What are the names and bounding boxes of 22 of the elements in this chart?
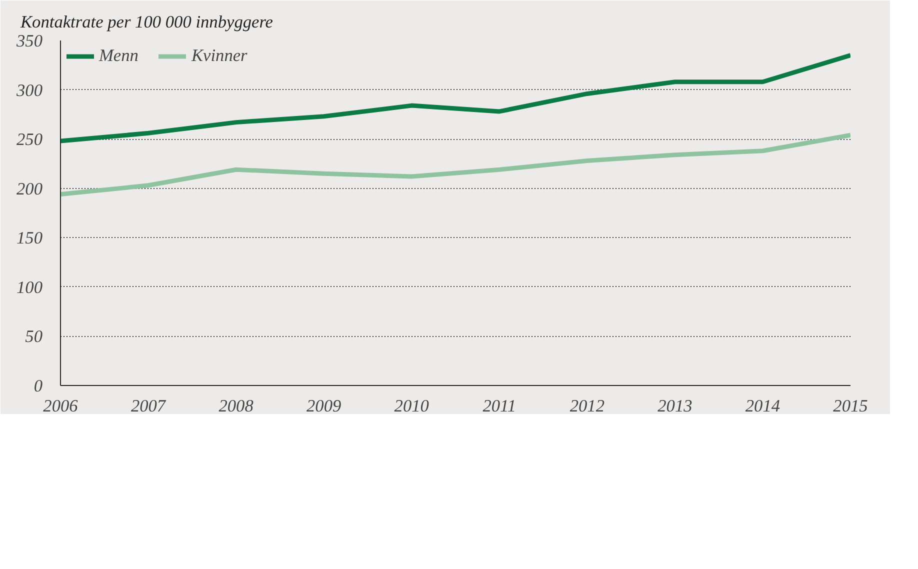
y-tick-label: 300 [16,80,43,100]
y-tick-label: 50 [25,327,43,346]
x-tick-label: 2014 [745,396,780,416]
x-tick-label: 2011 [482,396,516,416]
x-tick-label: 2010 [394,396,430,416]
y-tick-label: 100 [16,278,43,297]
y-tick-label: 200 [16,179,43,198]
x-tick-label: 2009 [306,396,342,416]
x-tick-label: 2012 [570,396,605,416]
y-tick-label: 250 [16,130,43,150]
legend-label: Kvinner [191,46,248,66]
y-tick-label: 150 [16,228,43,248]
x-tick-label: 2015 [833,396,868,416]
x-tick-label: 2006 [43,396,78,416]
y-tick-label: 0 [34,376,43,396]
legend-label: Menn [99,46,138,66]
line-series [60,132,850,197]
x-tick-label: 2007 [130,396,167,416]
x-tick-label: 2013 [658,396,693,416]
y-tick-label: 350 [16,32,43,50]
y-axis-title: Kontaktrate per 100 000 innbyggere [20,12,274,32]
x-tick-label: 2008 [218,396,254,416]
